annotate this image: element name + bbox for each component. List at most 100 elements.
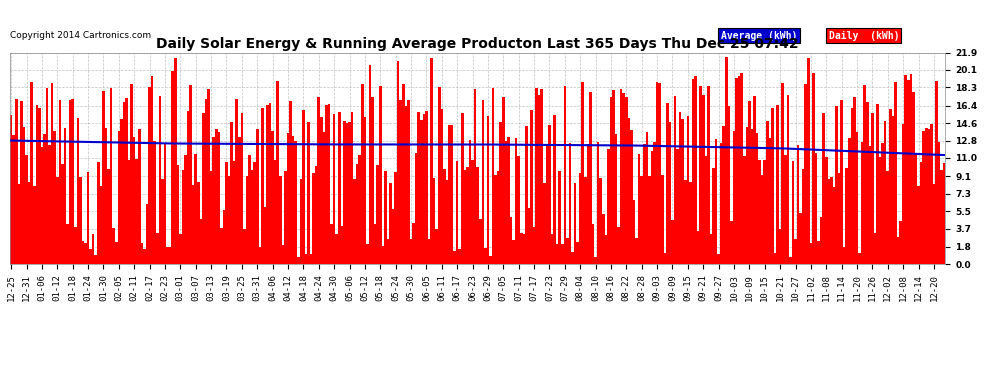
Bar (892, 116, 894, 264)
Bar (69, 100, 71, 264)
Text: Average (kWh): Average (kWh) (721, 31, 797, 41)
Bar (46, 88, 49, 264)
Bar (523, 234, 525, 264)
Bar (633, 200, 636, 264)
Bar (236, 99, 238, 264)
Bar (287, 133, 289, 264)
Bar (453, 251, 455, 264)
Bar (200, 219, 202, 264)
Bar (687, 116, 689, 264)
Bar (294, 141, 297, 264)
Bar (18, 184, 20, 264)
Bar (450, 125, 453, 264)
Bar (423, 114, 425, 264)
Bar (918, 186, 920, 264)
Bar (661, 175, 663, 264)
Bar (899, 221, 902, 264)
Bar (97, 162, 100, 264)
Bar (350, 112, 353, 264)
Bar (241, 113, 244, 264)
Bar (284, 171, 287, 264)
Bar (248, 155, 250, 264)
Bar (799, 213, 802, 264)
Bar (728, 106, 731, 264)
Bar (89, 249, 92, 264)
Bar (253, 162, 256, 264)
Bar (500, 122, 502, 264)
Bar (205, 99, 207, 264)
Bar (228, 176, 231, 264)
Bar (184, 154, 187, 264)
Bar (712, 168, 715, 264)
Bar (74, 227, 76, 264)
Bar (810, 243, 812, 264)
Bar (905, 75, 907, 264)
Bar (171, 70, 174, 264)
Bar (748, 101, 750, 264)
Bar (307, 122, 310, 264)
Bar (658, 83, 661, 264)
Bar (123, 102, 126, 264)
Bar (468, 140, 471, 264)
Bar (246, 176, 248, 264)
Bar (555, 244, 558, 264)
Bar (766, 121, 768, 264)
Bar (866, 102, 868, 264)
Bar (666, 104, 668, 264)
Bar (313, 173, 315, 264)
Bar (225, 162, 228, 264)
Bar (471, 160, 474, 264)
Bar (189, 85, 192, 264)
Bar (663, 253, 666, 264)
Bar (520, 234, 523, 264)
Bar (105, 128, 107, 264)
Bar (56, 177, 58, 264)
Bar (169, 247, 171, 264)
Bar (594, 257, 597, 264)
Bar (479, 219, 481, 264)
Bar (281, 245, 284, 264)
Bar (641, 176, 643, 264)
Text: Copyright 2014 Cartronics.com: Copyright 2014 Cartronics.com (10, 31, 151, 40)
Bar (705, 156, 707, 264)
Bar (923, 131, 925, 264)
Bar (638, 154, 641, 264)
Bar (792, 161, 794, 264)
Bar (742, 156, 745, 264)
Bar (710, 234, 712, 264)
Bar (415, 153, 418, 264)
Bar (818, 241, 820, 264)
Bar (628, 118, 631, 264)
Bar (333, 114, 336, 264)
Bar (318, 97, 320, 264)
Bar (881, 143, 884, 264)
Bar (84, 243, 87, 264)
Bar (418, 112, 420, 264)
Bar (26, 155, 28, 264)
Bar (461, 112, 463, 264)
Bar (292, 136, 294, 264)
Bar (107, 169, 110, 264)
Bar (544, 183, 545, 264)
Bar (497, 171, 500, 264)
Bar (643, 144, 645, 264)
Bar (674, 96, 676, 264)
Bar (699, 86, 702, 264)
Bar (812, 73, 815, 264)
Bar (861, 142, 863, 264)
Bar (376, 165, 379, 264)
Bar (361, 84, 363, 264)
Bar (138, 129, 141, 264)
Bar (753, 96, 755, 264)
Bar (874, 233, 876, 264)
Bar (126, 98, 128, 264)
Bar (515, 138, 518, 264)
Bar (802, 170, 805, 264)
Bar (94, 255, 97, 264)
Bar (463, 170, 466, 264)
Bar (653, 142, 655, 264)
Bar (502, 97, 505, 264)
Bar (174, 58, 176, 264)
Bar (731, 221, 733, 264)
Bar (218, 132, 220, 264)
